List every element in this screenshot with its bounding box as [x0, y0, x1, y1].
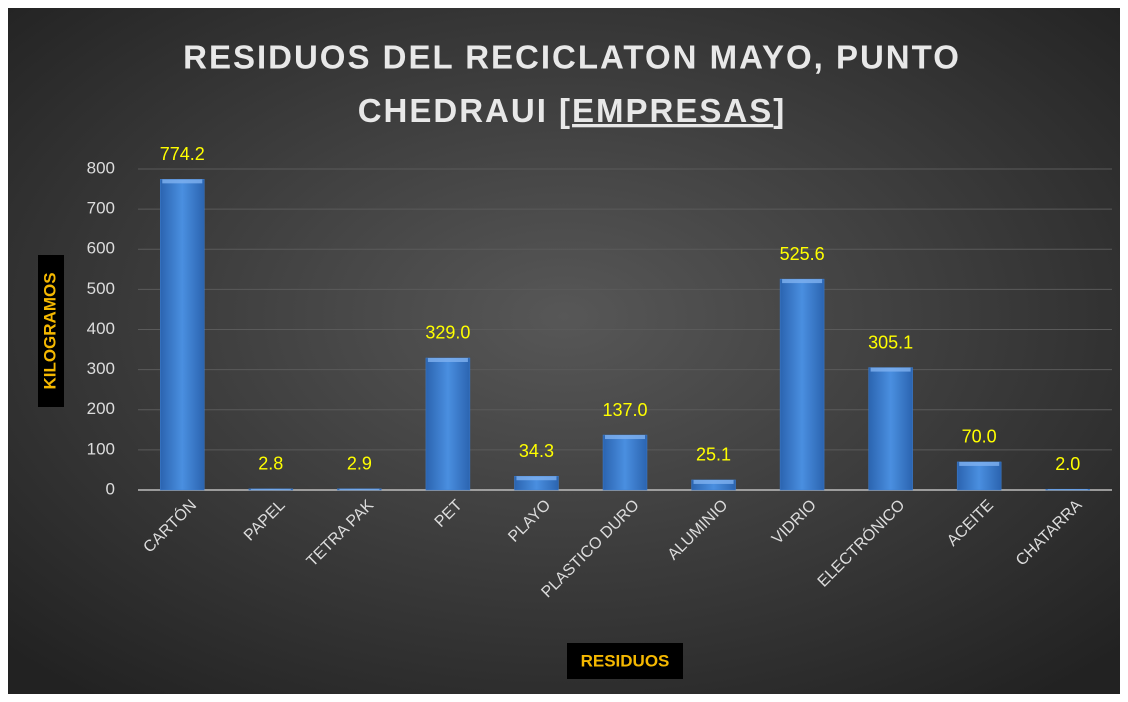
bar-bevel — [870, 367, 911, 372]
title-part: ] — [773, 92, 786, 129]
value-label: 329.0 — [425, 323, 470, 343]
bar — [425, 357, 471, 491]
value-label: 34.3 — [519, 441, 554, 461]
y-tick-label: 200 — [87, 399, 115, 418]
value-label: 25.1 — [696, 445, 731, 465]
value-label: 2.8 — [258, 454, 283, 474]
x-axis-title: RESIDUOS — [581, 651, 670, 670]
chart-title: RESIDUOS DEL RECICLATON MAYO, PUNTO — [183, 39, 961, 76]
bar-bevel — [693, 479, 734, 484]
x-title-box — [567, 643, 683, 679]
value-label: 70.0 — [962, 427, 997, 447]
value-label: 2.9 — [347, 454, 372, 474]
y-axis-title: KILOGRAMOS — [40, 272, 59, 389]
bar-bevel — [250, 488, 291, 490]
y-title-box — [38, 255, 64, 407]
y-tick-label: 0 — [106, 479, 115, 498]
bar — [779, 278, 825, 491]
y-tick-label: 400 — [87, 319, 115, 338]
value-label: 774.2 — [160, 144, 205, 164]
bar — [956, 461, 1002, 491]
bar-bevel — [605, 435, 645, 440]
y-tick-label: 500 — [87, 279, 115, 298]
y-tick-label: 800 — [87, 158, 115, 177]
y-tick-label: 700 — [87, 199, 115, 218]
bar-bevel — [427, 357, 468, 362]
title-part: EMPRESAS — [572, 92, 773, 129]
bar-bevel — [1047, 489, 1088, 490]
y-tick-label: 300 — [87, 359, 115, 378]
bar-bevel — [782, 279, 823, 284]
bar-bevel — [162, 179, 203, 184]
y-tick-label: 100 — [87, 439, 115, 458]
bar-bevel — [516, 476, 557, 481]
bar — [868, 367, 913, 491]
value-label: 525.6 — [780, 244, 825, 264]
value-label: 305.1 — [868, 332, 913, 352]
bar-bevel — [339, 488, 380, 490]
chart-title: CHEDRAUI [EMPRESAS] — [358, 92, 787, 129]
y-tick-label: 600 — [87, 239, 115, 258]
value-label: 2.0 — [1055, 454, 1080, 474]
title-part: CHEDRAUI [ — [358, 92, 572, 129]
bar-bevel — [959, 461, 1000, 466]
value-label: 137.0 — [602, 400, 647, 420]
bar — [160, 179, 205, 491]
bar — [602, 434, 648, 491]
